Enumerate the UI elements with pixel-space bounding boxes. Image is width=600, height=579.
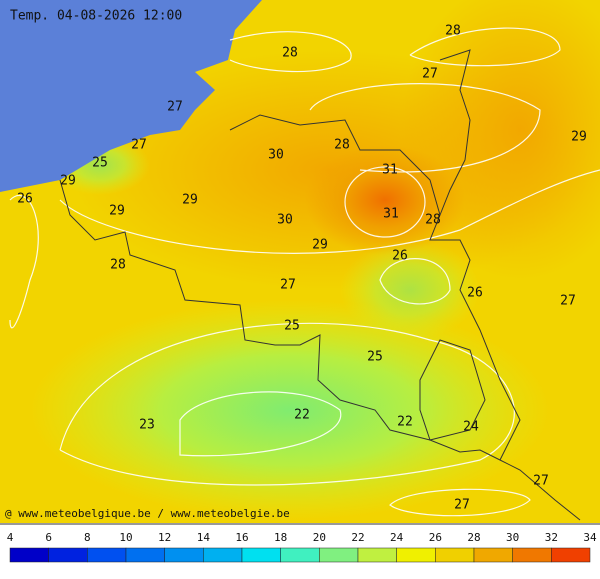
scale-swatch [280, 547, 320, 563]
temperature-label: 30 [277, 213, 293, 228]
temperature-label: 28 [282, 46, 298, 61]
scale-tick-label: 20 [313, 531, 326, 544]
temperature-label: 27 [454, 498, 470, 513]
temperature-label: 31 [383, 207, 399, 222]
temperature-label: 29 [109, 204, 125, 219]
scale-swatch [48, 547, 88, 563]
cool-zone [340, 240, 480, 340]
temperature-label: 26 [467, 286, 483, 301]
scale-swatch [473, 547, 513, 563]
title: Temp. 04-08-2026 12:00 [10, 9, 182, 24]
scale-swatch [241, 547, 281, 563]
temperature-label: 23 [139, 418, 155, 433]
scale-swatch [164, 547, 204, 563]
map [0, 0, 600, 523]
scale-tick-label: 16 [235, 531, 248, 544]
scale-tick-label: 4 [7, 531, 14, 544]
scale-swatch [125, 547, 165, 563]
temperature-label: 25 [284, 319, 300, 334]
scale-tick-label: 12 [158, 531, 171, 544]
scale-tick-label: 14 [197, 531, 211, 544]
color-scale: 4 6 8 10 12 14 16 18 20 22 24 26 28 30 32 34 [7, 531, 597, 563]
temperature-label: 27 [131, 138, 147, 153]
temperature-label: 26 [392, 249, 408, 264]
scale-swatch [9, 547, 49, 563]
temperature-label: 28 [425, 213, 441, 228]
scale-tick-label: 30 [506, 531, 519, 544]
temperature-label: 29 [60, 174, 76, 189]
temperature-label: 27 [167, 100, 183, 115]
temperature-label: 22 [294, 408, 310, 423]
temperature-label: 29 [182, 193, 198, 208]
cool-zone [30, 300, 550, 520]
temperature-label: 24 [463, 420, 479, 435]
temperature-labels: 28 28 27 27 27 25 29 30 28 31 29 26 29 29 30 31 28 29 26 28… [17, 24, 587, 513]
temperature-label: 27 [422, 67, 438, 82]
scale-swatch [203, 547, 243, 563]
scale-swatch [87, 547, 127, 563]
scale-tick-label: 10 [119, 531, 132, 544]
temperature-label: 28 [334, 138, 350, 153]
temperature-label: 29 [571, 130, 587, 145]
scale-tick-label: 8 [84, 531, 91, 544]
scale-swatch [551, 547, 591, 563]
temperature-label: 27 [560, 294, 576, 309]
scale-tick-label: 26 [429, 531, 442, 544]
scale-tick-label: 32 [545, 531, 558, 544]
temperature-label: 22 [397, 415, 413, 430]
temperature-label: 28 [445, 24, 461, 39]
temperature-label: 25 [92, 156, 108, 171]
scale-swatch [512, 547, 552, 563]
isotherms [9, 27, 600, 517]
temperature-label: 28 [110, 258, 126, 273]
scale-tick-label: 22 [351, 531, 364, 544]
temperature-label: 25 [367, 350, 383, 365]
temperature-label: 31 [382, 163, 398, 178]
temperature-label: 27 [280, 278, 296, 293]
scale-tick-label: 18 [274, 531, 287, 544]
borders [59, 49, 581, 521]
temperature-label: 30 [268, 148, 284, 163]
temperature-label: 29 [312, 238, 328, 253]
sea [0, 0, 262, 192]
scale-swatch [396, 547, 436, 563]
scale-tick-label: 28 [467, 531, 480, 544]
scale-tick-label: 34 [583, 531, 597, 544]
scale-swatch [319, 547, 359, 563]
scale-swatch [435, 547, 475, 563]
temperature-label: 26 [17, 192, 33, 207]
scale-tick-label: 6 [45, 531, 52, 544]
scale-swatch [357, 547, 397, 563]
scale-tick-label: 24 [390, 531, 404, 544]
hot-zone [305, 145, 465, 255]
credit: @ www.meteobelgique.be / www.meteobelgie… [5, 507, 290, 520]
temperature-label: 27 [533, 474, 549, 489]
